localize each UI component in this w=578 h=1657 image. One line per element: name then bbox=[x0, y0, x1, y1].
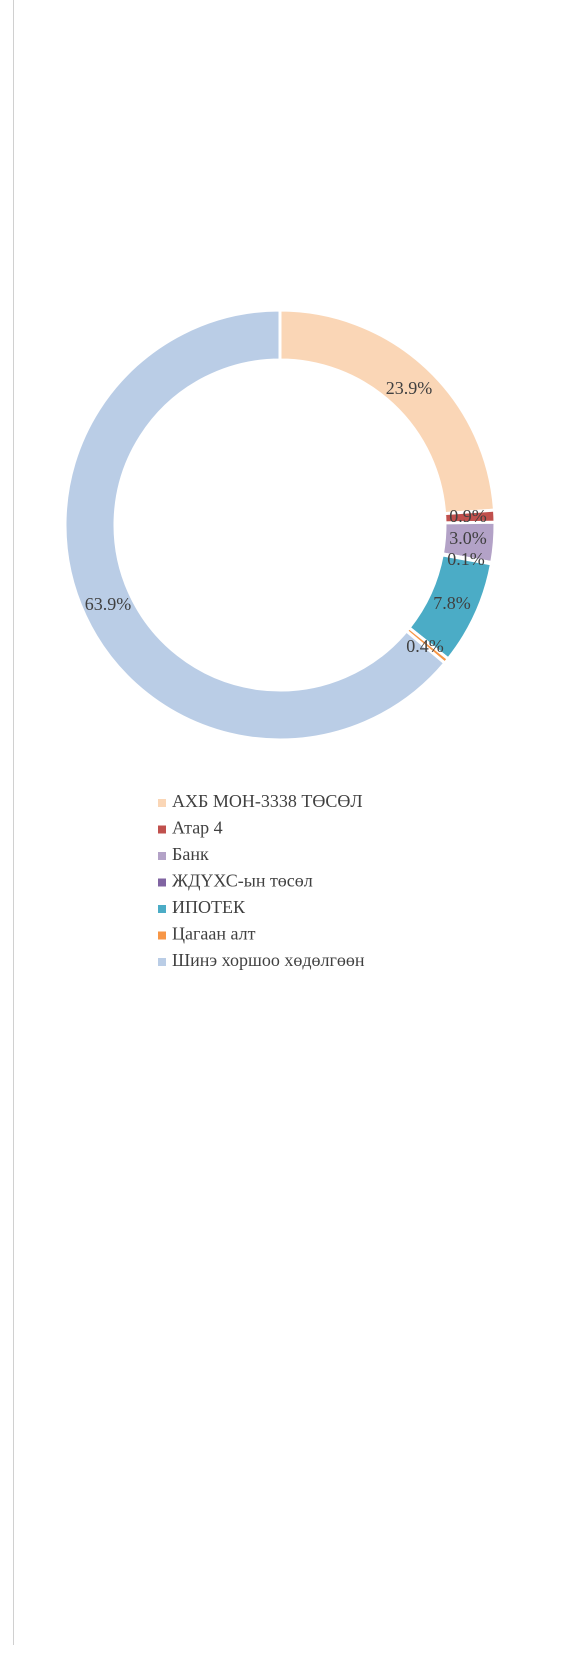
legend-label: Шинэ хоршоо хөдөлгөөн bbox=[172, 950, 365, 970]
data-label: 3.0% bbox=[449, 528, 487, 548]
legend-swatch bbox=[158, 852, 166, 860]
donut-slice bbox=[63, 308, 447, 742]
legend-swatch bbox=[158, 799, 166, 807]
legend-label: ЖДҮХС-ын төсөл bbox=[172, 871, 313, 891]
legend-label: Цагаан алт bbox=[172, 924, 256, 944]
legend-label: Атар 4 bbox=[172, 818, 223, 838]
legend-label: ИПОТЕК bbox=[172, 897, 246, 917]
data-label: 0.4% bbox=[406, 636, 444, 656]
data-label: 0.1% bbox=[447, 549, 485, 569]
data-label: 7.8% bbox=[433, 593, 471, 613]
data-label: 0.9% bbox=[449, 506, 487, 526]
legend-label: АХБ МОН-3338 ТӨСӨЛ bbox=[172, 791, 363, 811]
legend-label: Банк bbox=[172, 844, 209, 864]
legend-swatch bbox=[158, 931, 166, 940]
data-label: 23.9% bbox=[386, 378, 433, 398]
legend-swatch bbox=[158, 905, 166, 913]
data-label: 63.9% bbox=[85, 594, 132, 614]
legend-swatch bbox=[158, 958, 166, 966]
legend-swatch bbox=[158, 825, 166, 834]
legend-swatch bbox=[158, 878, 166, 887]
donut-slice bbox=[278, 308, 497, 516]
